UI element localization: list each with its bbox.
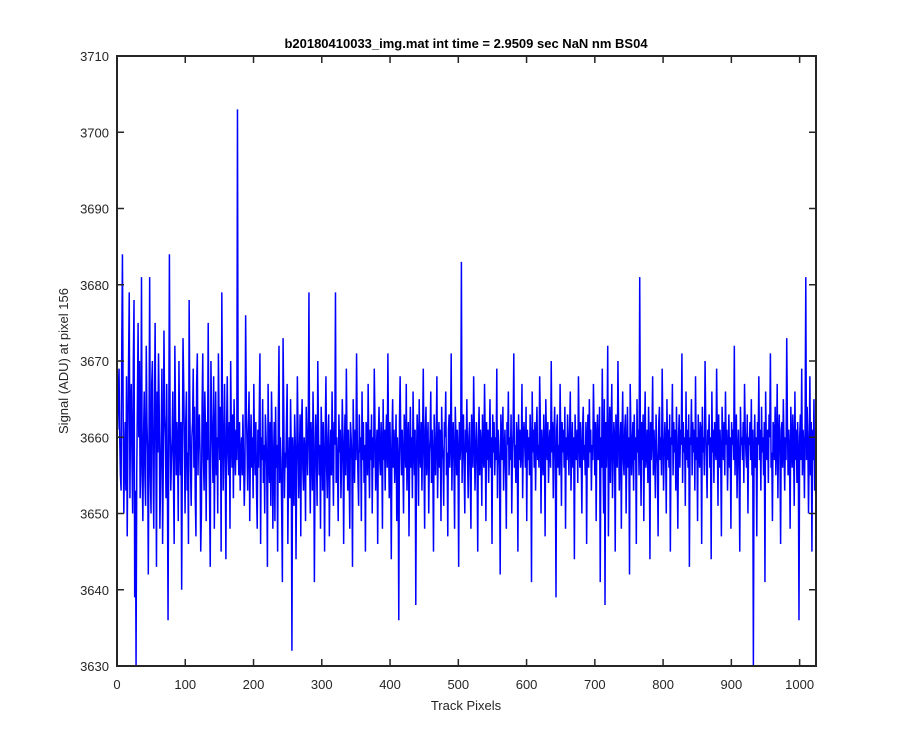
y-tick-label: 3690 bbox=[80, 202, 109, 217]
x-tick-label: 800 bbox=[652, 677, 674, 692]
y-tick-label: 3630 bbox=[80, 659, 109, 674]
y-tick-label: 3710 bbox=[80, 49, 109, 64]
chart-title: b20180410033_img.mat int time = 2.9509 s… bbox=[284, 36, 648, 51]
x-tick-label: 900 bbox=[721, 677, 743, 692]
x-tick-label: 500 bbox=[447, 677, 469, 692]
ticks-group: 0 100 200 300 400 500 600 700 800 900 1000 3630 3640… bbox=[80, 49, 816, 692]
x-tick-label: 200 bbox=[243, 677, 265, 692]
series-group bbox=[116, 109, 817, 667]
x-tick-label: 700 bbox=[584, 677, 606, 692]
x-axis-label: Track Pixels bbox=[431, 698, 502, 713]
y-tick-label: 3680 bbox=[80, 278, 109, 293]
x-tick-label: 600 bbox=[516, 677, 538, 692]
x-tick-label: 0 bbox=[113, 677, 120, 692]
x-tick-label: 1000 bbox=[785, 677, 814, 692]
y-tick-label: 3640 bbox=[80, 583, 109, 598]
y-axis-label: Signal (ADU) at pixel 156 bbox=[56, 288, 71, 434]
x-tick-label: 300 bbox=[311, 677, 333, 692]
series-line-1 bbox=[116, 109, 817, 667]
x-tick-label: 100 bbox=[174, 677, 196, 692]
y-tick-label: 3660 bbox=[80, 430, 109, 445]
y-tick-label: 3670 bbox=[80, 354, 109, 369]
y-tick-label: 3650 bbox=[80, 507, 109, 522]
plot-area bbox=[117, 56, 816, 666]
y-tick-label: 3700 bbox=[80, 125, 109, 140]
x-tick-label: 400 bbox=[379, 677, 401, 692]
